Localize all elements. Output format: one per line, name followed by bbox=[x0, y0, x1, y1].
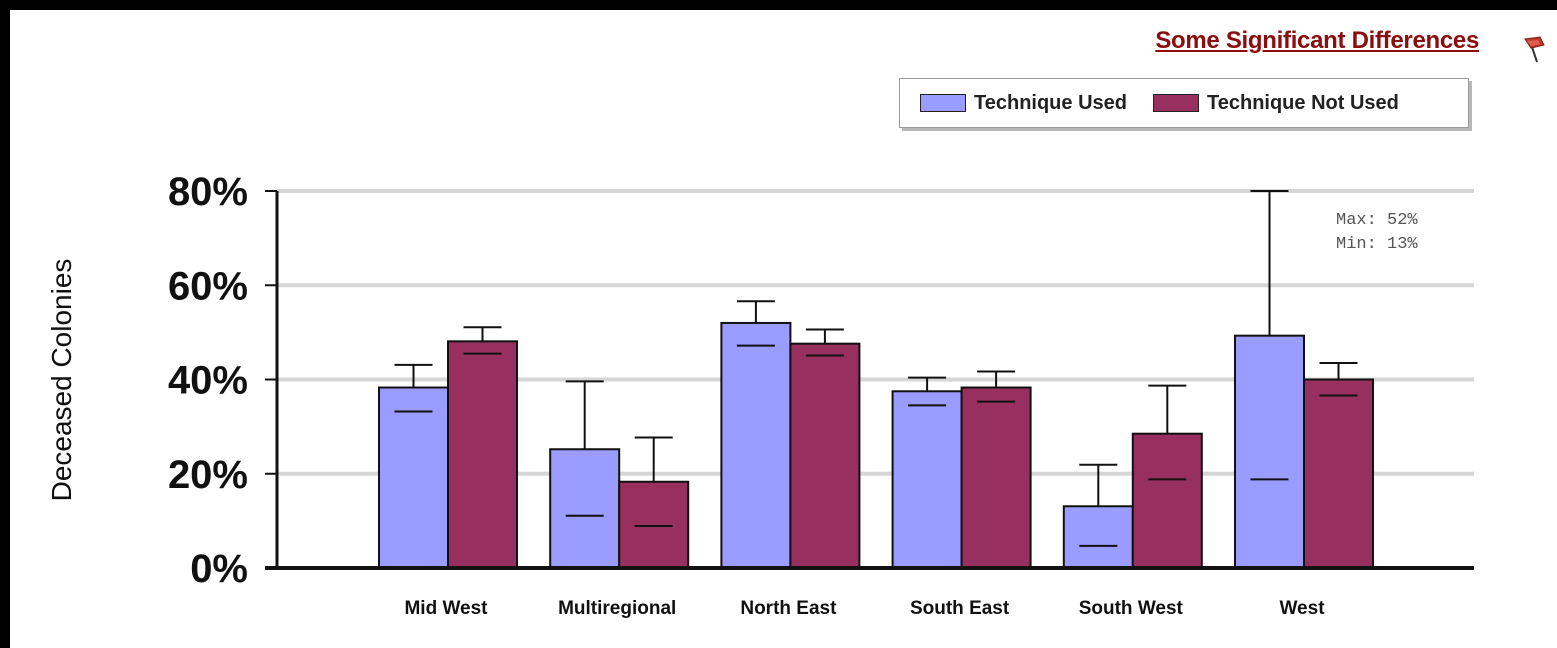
x-tick-label: Mid West bbox=[404, 598, 488, 619]
bar bbox=[378, 386, 449, 570]
legend-swatch-technique-not-used bbox=[1153, 94, 1199, 112]
bar bbox=[891, 390, 963, 569]
bar bbox=[447, 340, 518, 569]
x-tick-label: South West bbox=[1079, 598, 1184, 619]
bar bbox=[1303, 378, 1374, 569]
legend-item-technique-not-used: Technique Not Used bbox=[1153, 92, 1399, 115]
x-tick-label: West bbox=[1279, 598, 1325, 619]
y-tick-label: 0% bbox=[190, 547, 248, 591]
significant-differences-link[interactable]: Some Significant Differences bbox=[1155, 27, 1479, 54]
y-tick-label: 20% bbox=[168, 453, 248, 497]
y-tick-label: 80% bbox=[168, 170, 248, 214]
bar bbox=[1131, 432, 1203, 569]
flag-icon[interactable] bbox=[1522, 35, 1548, 63]
legend-swatch-technique-used bbox=[920, 94, 966, 112]
x-tick-label: Multiregional bbox=[558, 598, 676, 619]
bar bbox=[720, 321, 792, 570]
bar bbox=[549, 448, 621, 569]
legend-label-technique-not-used: Technique Not Used bbox=[1207, 91, 1399, 114]
y-tick-label: 40% bbox=[168, 359, 248, 403]
x-tick-label: North East bbox=[740, 598, 837, 619]
bar bbox=[1062, 505, 1134, 569]
bar bbox=[789, 342, 861, 569]
min-stat: Min: 13% bbox=[1336, 235, 1418, 254]
bar bbox=[618, 480, 690, 570]
legend-item-technique-used: Technique Used bbox=[920, 92, 1127, 115]
bar bbox=[1234, 334, 1305, 569]
bar bbox=[960, 386, 1032, 570]
x-tick-label: South East bbox=[910, 598, 1010, 619]
max-stat: Max: 52% bbox=[1336, 211, 1418, 230]
chart-legend: Technique Used Technique Not Used bbox=[899, 78, 1469, 128]
y-tick-label: 60% bbox=[168, 264, 248, 308]
legend-label-technique-used: Technique Used bbox=[974, 91, 1127, 114]
